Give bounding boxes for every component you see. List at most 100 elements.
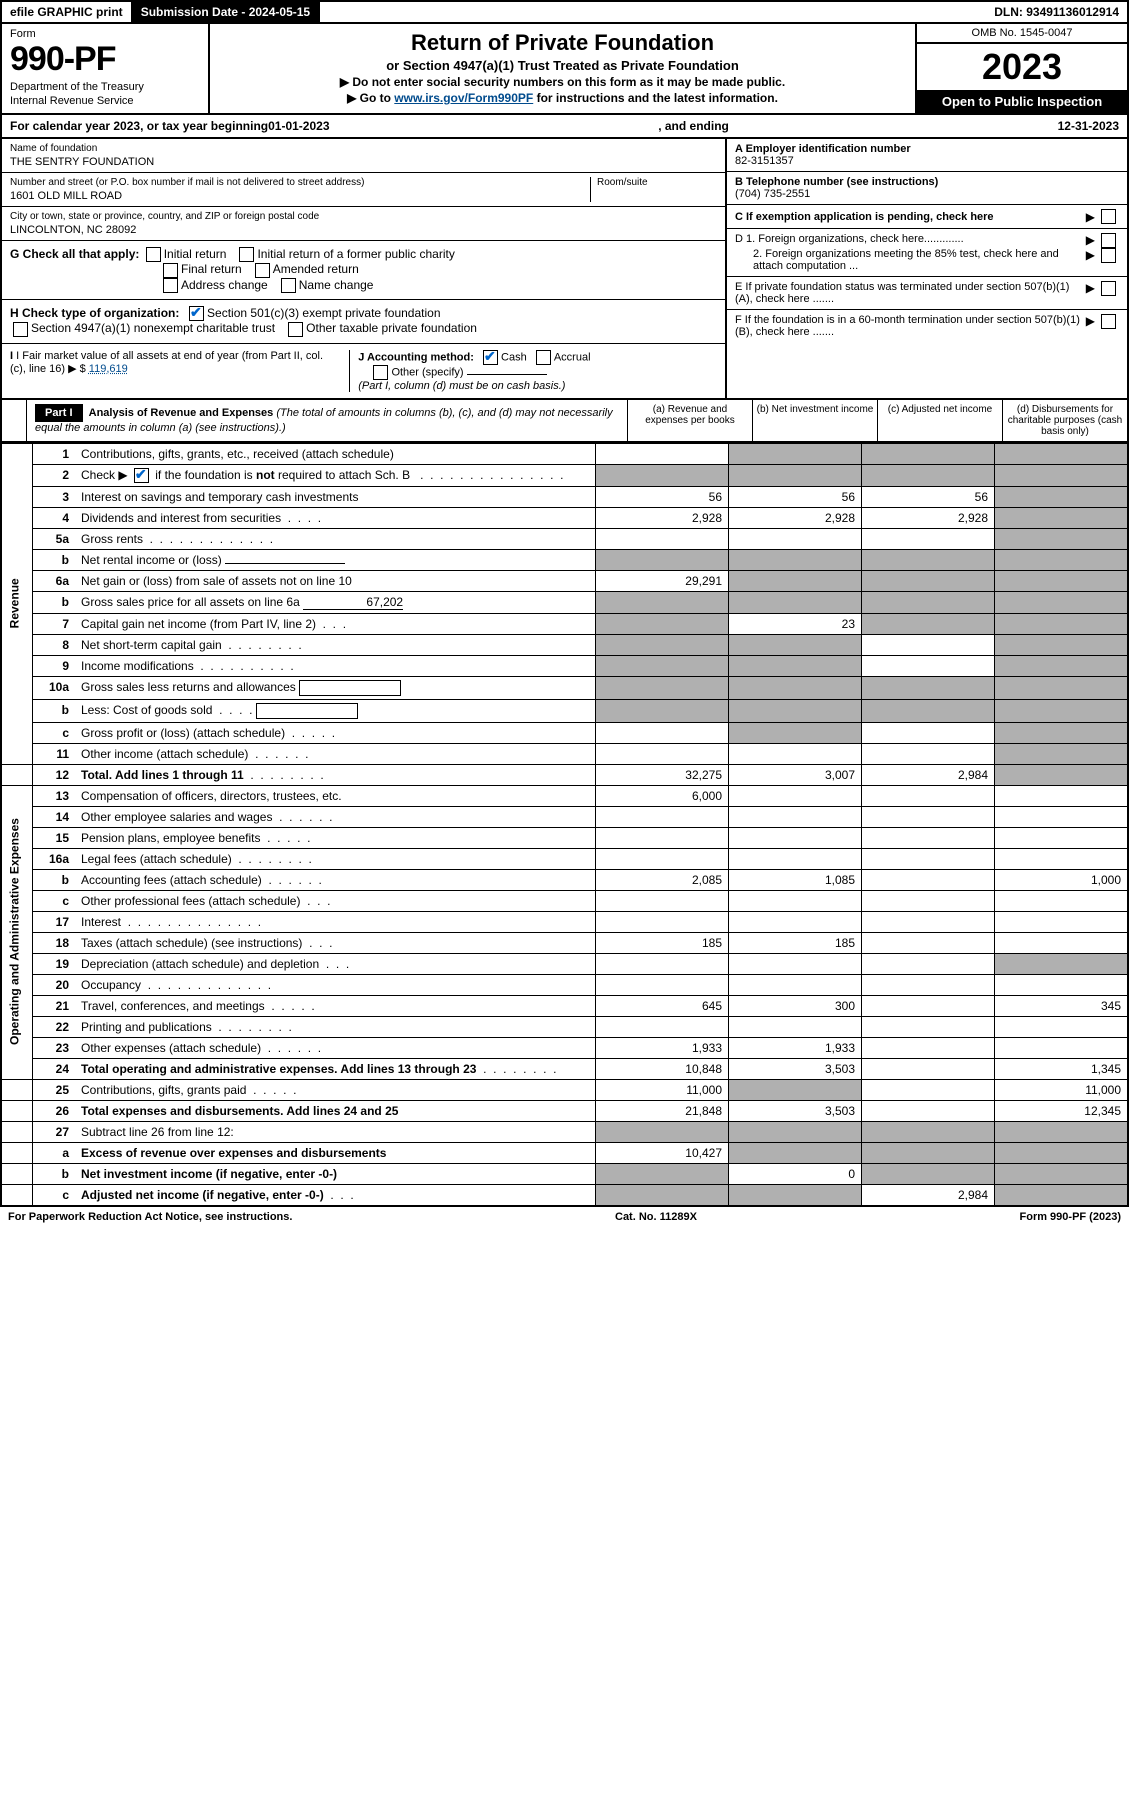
paperwork-notice: For Paperwork Reduction Act Notice, see …	[8, 1211, 292, 1223]
table-row: 25Contributions, gifts, grants paid . . …	[1, 1079, 1128, 1100]
section-d1: D 1. Foreign organizations, check here..…	[735, 233, 1086, 248]
table-row: 23Other expenses (attach schedule) . . .…	[1, 1037, 1128, 1058]
form-header: Form 990-PF Department of the Treasury I…	[0, 24, 1129, 115]
instr-ssn: ▶ Do not enter social security numbers o…	[220, 75, 905, 89]
table-row: 21Travel, conferences, and meetings . . …	[1, 995, 1128, 1016]
form-title: Return of Private Foundation	[220, 30, 905, 56]
checkbox-initial-former[interactable]	[239, 247, 254, 262]
expenses-side-label: Operating and Administrative Expenses	[1, 785, 33, 1079]
table-row: 2Check ▶ if the foundation is not requir…	[1, 464, 1128, 486]
open-public: Open to Public Inspection	[917, 90, 1127, 113]
omb-number: OMB No. 1545-0047	[917, 24, 1127, 44]
checkbox-cash[interactable]	[483, 350, 498, 365]
table-row: Revenue 1Contributions, gifts, grants, e…	[1, 443, 1128, 464]
irs-link[interactable]: www.irs.gov/Form990PF	[394, 91, 533, 105]
table-row: 18Taxes (attach schedule) (see instructi…	[1, 932, 1128, 953]
table-row: 5aGross rents . . . . . . . . . . . . .	[1, 528, 1128, 549]
room-label: Room/suite	[597, 177, 717, 188]
table-row: 14Other employee salaries and wages . . …	[1, 806, 1128, 827]
checkbox-4947a1[interactable]	[13, 322, 28, 337]
table-row: 26Total expenses and disbursements. Add …	[1, 1100, 1128, 1121]
ein-label: A Employer identification number	[735, 143, 1119, 155]
table-row: 22Printing and publications . . . . . . …	[1, 1016, 1128, 1037]
begin-date: 01-01-2023	[268, 119, 329, 133]
table-row: 4Dividends and interest from securities …	[1, 507, 1128, 528]
table-row: bAccounting fees (attach schedule) . . .…	[1, 869, 1128, 890]
checkbox-f[interactable]	[1101, 314, 1116, 329]
checkbox-501c3[interactable]	[189, 306, 204, 321]
page-footer: For Paperwork Reduction Act Notice, see …	[0, 1207, 1129, 1227]
table-row: 8Net short-term capital gain . . . . . .…	[1, 634, 1128, 655]
city: LINCOLNTON, NC 28092	[10, 224, 717, 236]
checkbox-e[interactable]	[1101, 281, 1116, 296]
table-row: 15Pension plans, employee benefits . . .…	[1, 827, 1128, 848]
table-row: 12Total. Add lines 1 through 11 . . . . …	[1, 764, 1128, 785]
instr-link: ▶ Go to www.irs.gov/Form990PF for instru…	[220, 91, 905, 105]
form-number: 990-PF	[10, 40, 200, 79]
fmv-value[interactable]: 119,619	[89, 363, 128, 375]
section-e: E If private foundation status was termi…	[735, 281, 1086, 305]
revenue-side-label: Revenue	[1, 443, 33, 764]
section-h: H Check type of organization: Section 50…	[2, 300, 725, 344]
table-row: bNet rental income or (loss)	[1, 549, 1128, 570]
checkbox-other-taxable[interactable]	[288, 322, 303, 337]
foundation-name-label: Name of foundation	[10, 143, 717, 154]
table-row: 6aNet gain or (loss) from sale of assets…	[1, 570, 1128, 591]
table-row: Operating and Administrative Expenses 13…	[1, 785, 1128, 806]
identity-section: Name of foundation THE SENTRY FOUNDATION…	[0, 139, 1129, 400]
table-row: 9Income modifications . . . . . . . . . …	[1, 655, 1128, 676]
cat-no: Cat. No. 11289X	[615, 1211, 697, 1223]
table-row: 17Interest . . . . . . . . . . . . . .	[1, 911, 1128, 932]
table-row: 16aLegal fees (attach schedule) . . . . …	[1, 848, 1128, 869]
part1-header: Part I Analysis of Revenue and Expenses …	[0, 400, 1129, 443]
table-row: cAdjusted net income (if negative, enter…	[1, 1184, 1128, 1206]
checkbox-accrual[interactable]	[536, 350, 551, 365]
part1-label: Part I	[35, 404, 83, 422]
section-d2: 2. Foreign organizations meeting the 85%…	[753, 248, 1086, 272]
col-a: (a) Revenue and expenses per books	[627, 400, 752, 441]
dln: DLN: 93491136012914	[986, 2, 1127, 22]
efile-label: efile GRAPHIC print	[2, 2, 133, 22]
table-row: aExcess of revenue over expenses and dis…	[1, 1142, 1128, 1163]
section-f: F If the foundation is in a 60-month ter…	[735, 314, 1086, 338]
table-row: 3Interest on savings and temporary cash …	[1, 486, 1128, 507]
checkbox-d2[interactable]	[1101, 248, 1116, 263]
phone-label: B Telephone number (see instructions)	[735, 176, 1119, 188]
dept-irs: Internal Revenue Service	[10, 95, 200, 107]
table-row: bGross sales price for all assets on lin…	[1, 591, 1128, 613]
table-row: 27Subtract line 26 from line 12:	[1, 1121, 1128, 1142]
top-bar: efile GRAPHIC print Submission Date - 20…	[0, 0, 1129, 24]
section-g: G Check all that apply: Initial return I…	[2, 241, 725, 300]
dept-treasury: Department of the Treasury	[10, 81, 200, 93]
table-row: cOther professional fees (attach schedul…	[1, 890, 1128, 911]
checkbox-c[interactable]	[1101, 209, 1116, 224]
section-c: C If exemption application is pending, c…	[735, 211, 1086, 223]
phone: (704) 735-2551	[735, 188, 1119, 200]
table-row: bLess: Cost of goods sold . . . .	[1, 699, 1128, 722]
part1-table: Revenue 1Contributions, gifts, grants, e…	[0, 443, 1129, 1207]
table-row: 24Total operating and administrative exp…	[1, 1058, 1128, 1079]
table-row: cGross profit or (loss) (attach schedule…	[1, 722, 1128, 743]
col-c: (c) Adjusted net income	[877, 400, 1002, 441]
checkbox-initial-return[interactable]	[146, 247, 161, 262]
table-row: 7Capital gain net income (from Part IV, …	[1, 613, 1128, 634]
ein: 82-3151357	[735, 155, 1119, 167]
checkbox-amended[interactable]	[255, 263, 270, 278]
checkbox-final-return[interactable]	[163, 263, 178, 278]
table-row: 19Depreciation (attach schedule) and dep…	[1, 953, 1128, 974]
checkbox-address-change[interactable]	[163, 278, 178, 293]
calendar-year-row: For calendar year 2023, or tax year begi…	[0, 115, 1129, 139]
table-row: 10aGross sales less returns and allowanc…	[1, 676, 1128, 699]
col-d: (d) Disbursements for charitable purpose…	[1002, 400, 1127, 441]
checkbox-d1[interactable]	[1101, 233, 1116, 248]
form-ref: Form 990-PF (2023)	[1020, 1211, 1121, 1223]
checkbox-other-method[interactable]	[373, 365, 388, 380]
table-row: bNet investment income (if negative, ent…	[1, 1163, 1128, 1184]
checkbox-schb[interactable]	[134, 468, 149, 483]
form-label: Form	[10, 28, 200, 40]
checkbox-name-change[interactable]	[281, 278, 296, 293]
end-date: 12-31-2023	[1058, 119, 1119, 133]
table-row: 20Occupancy . . . . . . . . . . . . .	[1, 974, 1128, 995]
tax-year: 2023	[917, 44, 1127, 90]
foundation-name: THE SENTRY FOUNDATION	[10, 156, 717, 168]
